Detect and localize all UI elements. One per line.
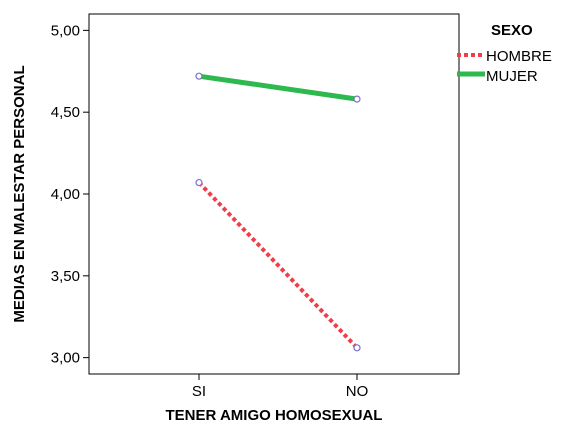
series-line-mujer [198, 73, 358, 102]
y-tick-label: 5,00 [51, 22, 80, 39]
series-markers [195, 72, 361, 352]
y-tick-label: 3,00 [51, 350, 80, 367]
legend: SEXO HOMBRE MUJER [457, 22, 552, 85]
legend-label-mujer: MUJER [486, 68, 538, 85]
y-axis-ticks: 3,00 3,50 4,00 4,50 5,00 [51, 22, 89, 367]
series-point-hombre [195, 178, 203, 187]
x-axis-ticks: SI NO [192, 374, 368, 400]
series-point-hombre [353, 344, 361, 352]
y-tick-label: 3,50 [51, 268, 80, 285]
legend-title: SEXO [491, 22, 533, 39]
x-tick-label: NO [346, 383, 369, 400]
series-point-mujer [195, 72, 203, 80]
x-tick-label: SI [192, 383, 206, 400]
series-point-mujer [353, 95, 361, 103]
y-tick-label: 4,50 [51, 104, 80, 121]
x-axis-title: TENER AMIGO HOMOSEXUAL [166, 407, 383, 424]
series-line-hombre [197, 181, 359, 350]
plot-frame [88, 13, 460, 375]
series-lines [197, 73, 359, 350]
y-axis-title: MEDIAS EN MALESTAR PERSONAL [11, 65, 28, 322]
legend-label-hombre: HOMBRE [486, 48, 552, 65]
y-tick-label: 4,00 [51, 186, 80, 203]
